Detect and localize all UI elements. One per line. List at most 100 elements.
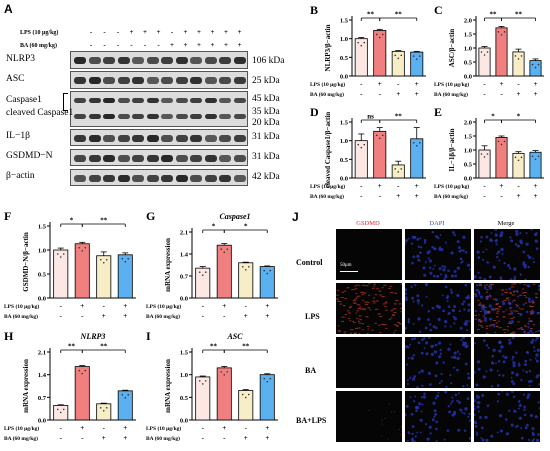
gsdmd-signal [486,299,488,300]
x-sign-ba: + [265,312,269,320]
blot-band [176,114,188,119]
nucleus [469,437,471,440]
gsdmd-signal [530,314,533,315]
nucleus [474,275,477,278]
blot-band [74,135,86,142]
gsdmd-signal [539,312,540,313]
blot-band [118,57,130,64]
gsdmd-signal [383,285,386,286]
gsdmd-signal [395,300,398,301]
nucleus [447,300,449,302]
nucleus [509,267,511,269]
nucleus [413,375,416,378]
gsdmd-signal [355,288,358,289]
nucleus [512,337,515,339]
nucleus [456,369,459,372]
gsdmd-signal [498,321,500,322]
data-dot [394,168,396,170]
x-ba-label: BA (60 mg/kg) [310,193,344,200]
gsdmd-signal [348,312,351,313]
nucleus [434,265,436,267]
nucleus [489,275,492,278]
nucleus [532,432,534,434]
gsdmd-signal [365,285,368,286]
y-tick-label: 1.5 [340,120,349,127]
scale-bar-label: 50μm [340,263,352,268]
blot-band [219,98,231,103]
x-lps-label: LPS (10 μg/kg) [310,81,345,88]
nucleus [522,370,524,372]
gsdmd-signal [507,326,509,327]
gsdmd-signal [522,288,524,289]
gsdmd-signal [513,317,515,318]
panel-letter: F [4,209,11,223]
nucleus [432,231,435,234]
panel-a-letter: A [4,2,13,16]
y-tick-label: 0.0 [464,176,472,183]
data-dot [202,383,204,385]
nucleus [462,260,464,262]
gsdmd-signal [366,316,369,317]
gsdmd-signal [397,322,400,323]
nucleus [514,276,516,278]
data-dot [416,145,418,147]
sig-label: * [244,223,248,231]
gsdmd-signal [388,288,390,289]
gsdmd-signal [528,321,530,322]
bar-2 [513,153,524,178]
data-dot [269,270,271,272]
nucleus [421,403,423,405]
nucleus [432,268,434,270]
sig-label: ** [68,343,76,351]
nucleus [512,361,515,364]
nucleus [418,371,420,373]
nucleus [458,246,461,249]
x-sign-lps: + [222,302,226,310]
nucleus [494,332,496,334]
x-lps-label: LPS (10 μg/kg) [434,81,469,88]
nucleus [445,242,447,244]
x-sign-ba: - [483,192,486,200]
x-sign-ba: - [202,434,205,442]
gsdmd-signal [517,321,519,322]
nucleus [479,294,481,296]
gsdmd-signal [513,300,516,301]
data-dot [360,147,362,149]
gsdmd-signal [393,312,396,313]
nucleus [519,417,522,420]
nucleus [479,416,482,419]
nucleus [462,385,464,387]
nucleus [512,364,515,367]
data-dot [78,247,80,249]
nucleus [448,305,451,308]
micro-image [474,391,540,442]
y-tick-label: 1.5 [464,134,473,141]
nucleus [415,435,417,437]
gsdmd-signal [342,297,344,298]
bar-0 [196,268,210,298]
gsdmd-signal [498,327,501,328]
gsdmd-signal [357,304,360,305]
data-dot [419,55,421,57]
nucleus [405,239,408,242]
data-dot [124,261,126,263]
nucleus [452,309,455,312]
gsdmd-signal [506,297,509,298]
gsdmd-signal [388,403,389,404]
gsdmd-signal [515,304,517,305]
nucleus [444,320,447,323]
x-sign-lps: - [245,424,248,432]
x-sign-lps: + [500,80,504,88]
x-sign-ba: + [534,192,538,200]
x-sign-ba: + [534,90,538,98]
gsdmd-signal [341,297,343,298]
nucleus [531,332,533,334]
blot-strip-1 [70,71,248,89]
nucleus [462,236,465,239]
nucleus [424,239,427,242]
blot-band [89,114,101,119]
nucleus [459,310,461,312]
gsdmd-signal [532,302,535,303]
gsdmd-signal [510,292,512,293]
nucleus [469,268,471,270]
